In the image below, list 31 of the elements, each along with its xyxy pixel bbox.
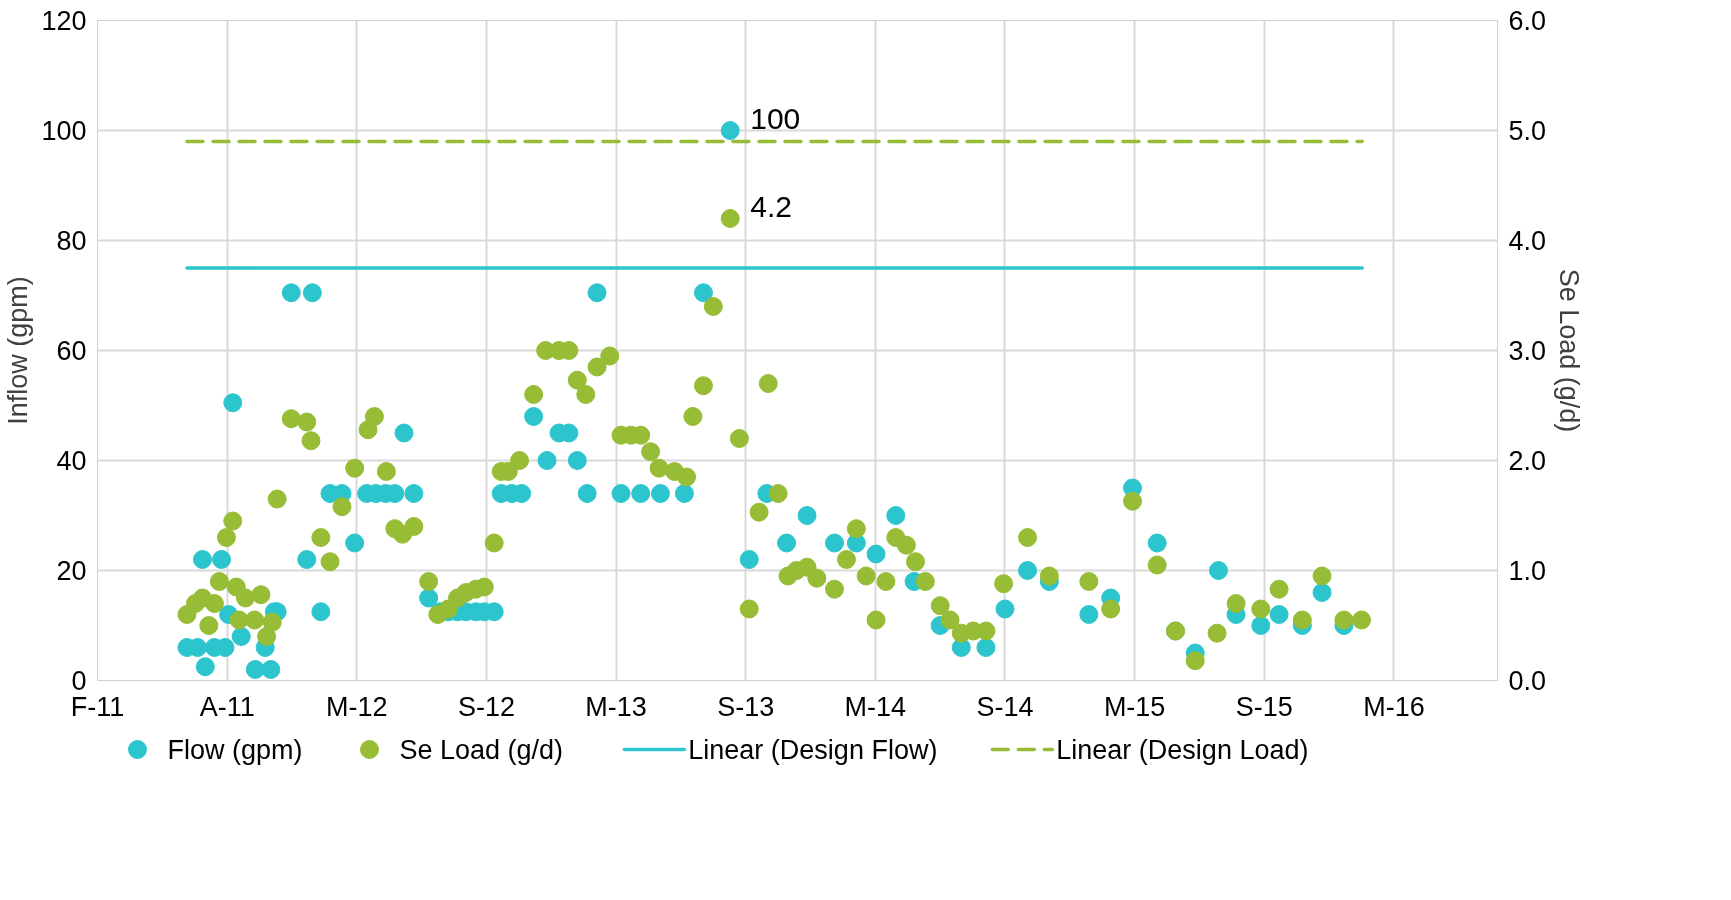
y2-tick-label: 3.0 — [1508, 336, 1547, 366]
y-tick-label: 80 — [56, 226, 87, 256]
y2-axis-title: Se Load (g/d) — [1554, 268, 1585, 433]
x-tick-label: M-16 — [1363, 691, 1425, 722]
x-tick-label: M-13 — [585, 691, 647, 722]
x-tick-label: S-12 — [457, 691, 515, 722]
y2-tick-label: 1.0 — [1508, 556, 1547, 586]
y-tick-label: 120 — [41, 6, 87, 36]
y2-tick-label: 6.0 — [1508, 6, 1547, 36]
data-label: 4.2 — [750, 189, 792, 223]
y-tick-label: 40 — [56, 446, 87, 476]
x-tick-label: S-14 — [976, 691, 1034, 722]
y2-tick-label: 5.0 — [1508, 116, 1547, 146]
x-tick-label: S-15 — [1235, 691, 1293, 722]
legend-label: Linear (Design Flow) — [688, 734, 938, 765]
y2-tick-label: 0.0 — [1508, 666, 1547, 696]
data-label: 100 — [750, 101, 801, 135]
y2-tick-label: 2.0 — [1508, 446, 1547, 476]
y2-tick-label: 4.0 — [1508, 226, 1547, 256]
x-tick-label: S-13 — [717, 691, 775, 722]
x-tick-label: M-14 — [844, 691, 907, 722]
x-tick-label: A-11 — [199, 691, 255, 722]
legend-label: Linear (Design Load) — [1056, 734, 1309, 765]
y-tick-label: 60 — [56, 336, 87, 366]
x-tick-label: M-15 — [1103, 691, 1166, 722]
y-axis-title: Inflow (gpm) — [3, 276, 34, 425]
legend-label: Flow (gpm) — [167, 734, 303, 765]
y-tick-label: 100 — [41, 116, 87, 146]
legend-label: Se Load (g/d) — [399, 734, 564, 765]
y-tick-label: 20 — [56, 556, 87, 586]
x-tick-label: M-12 — [326, 691, 388, 722]
